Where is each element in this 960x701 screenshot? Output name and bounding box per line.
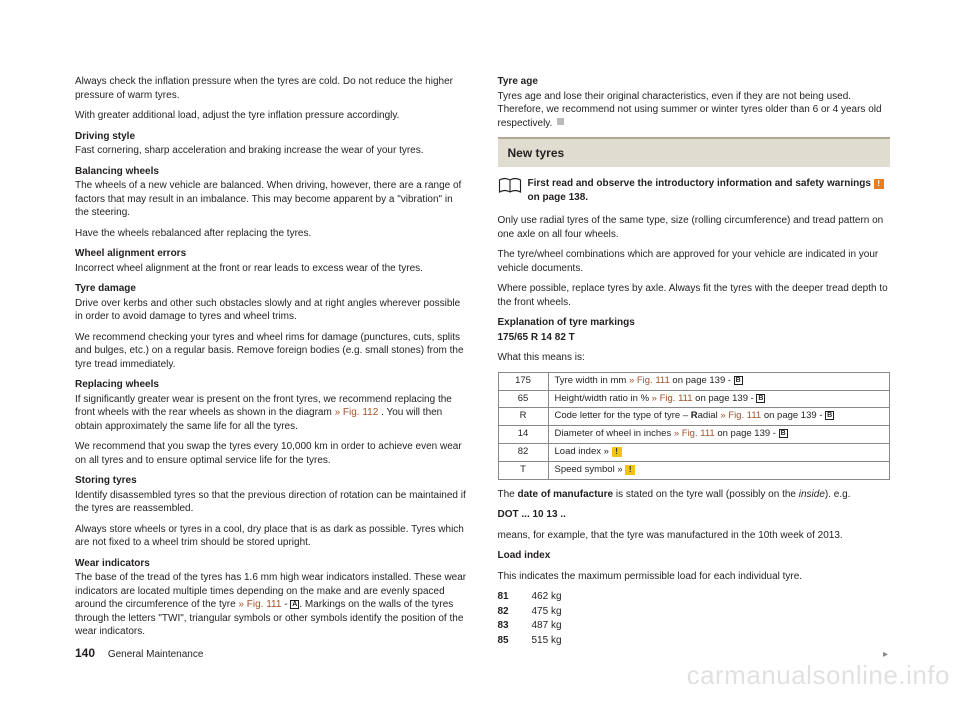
table-cell-key: R xyxy=(498,408,548,426)
heading-tyre-age: Tyre age xyxy=(498,75,891,89)
heading-replacing: Replacing wheels xyxy=(75,378,468,392)
text: The xyxy=(498,489,518,500)
body-text: Fast cornering, sharp acceleration and b… xyxy=(75,144,468,158)
heading-explanation: Explanation of tyre markings xyxy=(498,316,891,330)
table-row: RCode letter for the type of tyre – Radi… xyxy=(498,408,890,426)
load-value: 462 kg xyxy=(532,590,562,604)
body-text: Tyres age and lose their original charac… xyxy=(498,90,891,131)
load-key: 82 xyxy=(498,605,532,619)
body-text: The wheels of a new vehicle are balanced… xyxy=(75,179,468,220)
text: First read and observe the introductory … xyxy=(528,178,874,189)
intro-text: First read and observe the introductory … xyxy=(528,177,891,204)
book-icon xyxy=(498,177,522,200)
heading-load-index: Load index xyxy=(498,549,891,563)
table-row: 82Load index » ! xyxy=(498,443,890,461)
body-text: This indicates the maximum permissible l… xyxy=(498,570,891,584)
body-text: Drive over kerbs and other such obstacle… xyxy=(75,297,468,324)
dot-example: DOT ... 10 13 .. xyxy=(498,508,891,522)
body-text: Only use radial tyres of the same type, … xyxy=(498,214,891,241)
table-cell-key: T xyxy=(498,461,548,479)
body-text: We recommend checking your tyres and whe… xyxy=(75,331,468,372)
body-text: With greater additional load, adjust the… xyxy=(75,109,468,123)
load-row: 81462 kg xyxy=(498,590,891,604)
body-text: The base of the tread of the tyres has 1… xyxy=(75,571,468,639)
text: - xyxy=(281,599,290,610)
callout-box: A xyxy=(290,600,299,609)
table-cell-desc: Speed symbol » ! xyxy=(548,461,890,479)
tyre-marking-table: 175Tyre width in mm » Fig. 111 on page 1… xyxy=(498,372,891,480)
load-value: 475 kg xyxy=(532,605,562,619)
table-cell-desc: Tyre width in mm » Fig. 111 on page 139 … xyxy=(548,372,890,390)
body-text: Incorrect wheel alignment at the front o… xyxy=(75,262,468,276)
body-text: The tyre/wheel combinations which are ap… xyxy=(498,248,891,275)
load-row: 85515 kg xyxy=(498,634,891,648)
body-text: Always check the inflation pressure when… xyxy=(75,75,468,102)
left-column: Always check the inflation pressure when… xyxy=(75,75,468,648)
text: Tyres age and lose their original charac… xyxy=(498,91,882,129)
right-column: Tyre age Tyres age and lose their origin… xyxy=(498,75,891,648)
table-cell-desc: Code letter for the type of tyre – Radia… xyxy=(548,408,890,426)
heading-alignment: Wheel alignment errors xyxy=(75,247,468,261)
table-cell-key: 82 xyxy=(498,443,548,461)
load-key: 81 xyxy=(498,590,532,604)
load-key: 85 xyxy=(498,634,532,648)
end-marker-icon xyxy=(557,118,564,125)
body-text: If significantly greater wear is present… xyxy=(75,393,468,434)
text: ). e.g. xyxy=(825,489,851,500)
load-index-list: 81462 kg82475 kg83487 kg85515 kg xyxy=(498,590,891,647)
table-cell-key: 65 xyxy=(498,390,548,408)
fig-link: » Fig. 112 xyxy=(335,407,379,418)
page-content: Always check the inflation pressure when… xyxy=(0,0,960,648)
text: is stated on the tyre wall (possibly on … xyxy=(613,489,799,500)
table-row: 14Diameter of wheel in inches » Fig. 111… xyxy=(498,426,890,444)
table-cell-desc: Diameter of wheel in inches » Fig. 111 o… xyxy=(548,426,890,444)
page-number: 140 xyxy=(75,646,95,660)
table-row: TSpeed symbol » ! xyxy=(498,461,890,479)
table-cell-key: 175 xyxy=(498,372,548,390)
heading-driving-style: Driving style xyxy=(75,130,468,144)
heading-wear: Wear indicators xyxy=(75,557,468,571)
page-footer: 140 General Maintenance xyxy=(75,645,203,662)
table-row: 65Height/width ratio in % » Fig. 111 on … xyxy=(498,390,890,408)
warning-icon: ! xyxy=(874,179,884,189)
load-value: 515 kg xyxy=(532,634,562,648)
table-cell-desc: Height/width ratio in % » Fig. 111 on pa… xyxy=(548,390,890,408)
table-cell-desc: Load index » ! xyxy=(548,443,890,461)
table-row: 175Tyre width in mm » Fig. 111 on page 1… xyxy=(498,372,890,390)
text: date of manufacture xyxy=(518,489,614,500)
section-name: General Maintenance xyxy=(108,649,204,660)
body-text: The date of manufacture is stated on the… xyxy=(498,488,891,502)
load-value: 487 kg xyxy=(532,619,562,633)
watermark: carmanualsonline.info xyxy=(687,658,950,693)
heading-balancing: Balancing wheels xyxy=(75,165,468,179)
load-key: 83 xyxy=(498,619,532,633)
load-row: 83487 kg xyxy=(498,619,891,633)
load-row: 82475 kg xyxy=(498,605,891,619)
fig-link: » Fig. 111 xyxy=(238,599,281,610)
body-text: What this means is: xyxy=(498,351,891,365)
body-text: We recommend that you swap the tyres eve… xyxy=(75,440,468,467)
intro-warning: First read and observe the introductory … xyxy=(498,177,891,204)
tyre-marking-example: 175/65 R 14 82 T xyxy=(498,331,891,345)
section-new-tyres: New tyres xyxy=(498,137,891,167)
text: inside xyxy=(799,489,825,500)
body-text: Always store wheels or tyres in a cool, … xyxy=(75,523,468,550)
body-text: means, for example, that the tyre was ma… xyxy=(498,529,891,543)
heading-damage: Tyre damage xyxy=(75,282,468,296)
body-text: Have the wheels rebalanced after replaci… xyxy=(75,227,468,241)
table-cell-key: 14 xyxy=(498,426,548,444)
body-text: Identify disassembled tyres so that the … xyxy=(75,489,468,516)
body-text: Where possible, replace tyres by axle. A… xyxy=(498,282,891,309)
text: on page 138. xyxy=(528,192,589,203)
heading-storing: Storing tyres xyxy=(75,474,468,488)
